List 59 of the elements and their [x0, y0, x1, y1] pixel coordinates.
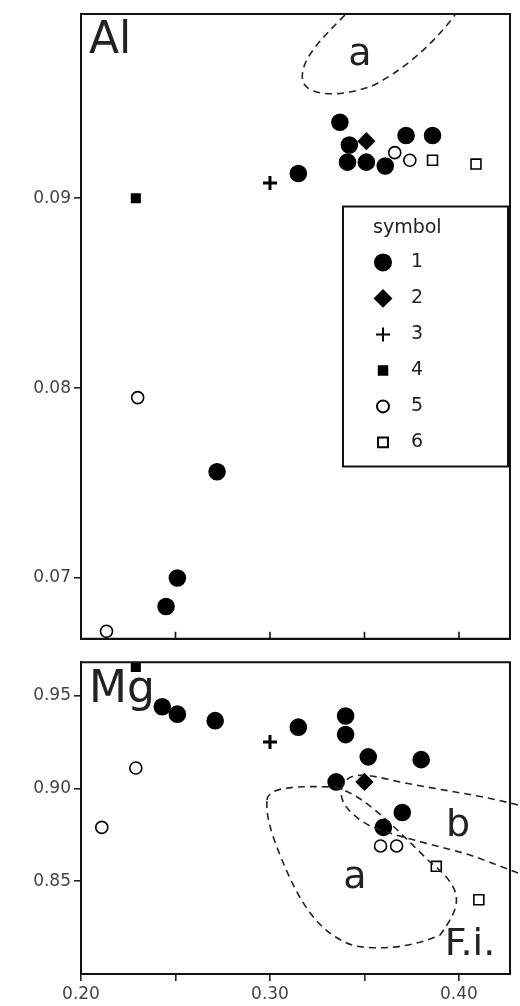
- point: [261, 174, 279, 192]
- point: [473, 894, 485, 906]
- point: [327, 773, 345, 791]
- point: [157, 597, 175, 616]
- point: [359, 748, 378, 766]
- x-tick-label: 0.20: [62, 982, 100, 1003]
- legend-label: 5: [411, 393, 424, 416]
- point: [397, 126, 415, 145]
- point: [336, 725, 355, 744]
- legend-title: symbol: [373, 215, 442, 238]
- point: [206, 711, 224, 730]
- chart-title: Mg: [89, 660, 155, 712]
- point: [412, 750, 430, 769]
- point: [168, 705, 187, 723]
- point: [130, 390, 145, 405]
- point: [426, 154, 439, 166]
- point: [376, 157, 395, 175]
- point: [403, 153, 417, 168]
- point: [393, 803, 412, 822]
- point: [94, 820, 109, 835]
- y-tick-label: 0.09: [33, 186, 71, 207]
- point: [129, 761, 143, 775]
- point: [289, 164, 308, 183]
- point: [387, 145, 402, 160]
- point: [289, 718, 308, 736]
- annotation: a: [343, 853, 367, 897]
- point: [208, 462, 226, 481]
- point: [331, 113, 349, 132]
- point: [355, 773, 374, 791]
- legend-label: 4: [411, 357, 424, 380]
- annotation: b: [445, 801, 471, 845]
- legend-label: 1: [411, 249, 424, 272]
- legend-label: 6: [411, 429, 424, 452]
- annotation: F.i.: [444, 920, 496, 964]
- x-tick-label: 0.40: [440, 982, 478, 1003]
- point: [340, 136, 359, 154]
- y-tick-label: 0.95: [33, 684, 71, 705]
- chart-title: Al: [89, 12, 132, 64]
- point: [470, 158, 482, 170]
- y-tick-label: 0.08: [33, 376, 71, 397]
- y-tick-label: 0.90: [33, 776, 71, 797]
- point: [130, 193, 141, 204]
- legend-label: 3: [411, 321, 424, 344]
- point: [357, 153, 376, 171]
- point: [168, 569, 187, 587]
- point: [153, 697, 172, 716]
- point: [338, 153, 357, 171]
- x-tick-label: 0.30: [251, 982, 289, 1003]
- point: [336, 707, 355, 725]
- point: [373, 839, 388, 853]
- y-tick-label: 0.85: [33, 869, 71, 890]
- annotation: a: [348, 30, 372, 74]
- point: [261, 733, 279, 751]
- point: [357, 132, 376, 151]
- point: [423, 126, 442, 145]
- point: [99, 624, 114, 638]
- y-tick-label: 0.07: [33, 566, 71, 587]
- point: [389, 839, 404, 853]
- legend-label: 2: [411, 285, 424, 308]
